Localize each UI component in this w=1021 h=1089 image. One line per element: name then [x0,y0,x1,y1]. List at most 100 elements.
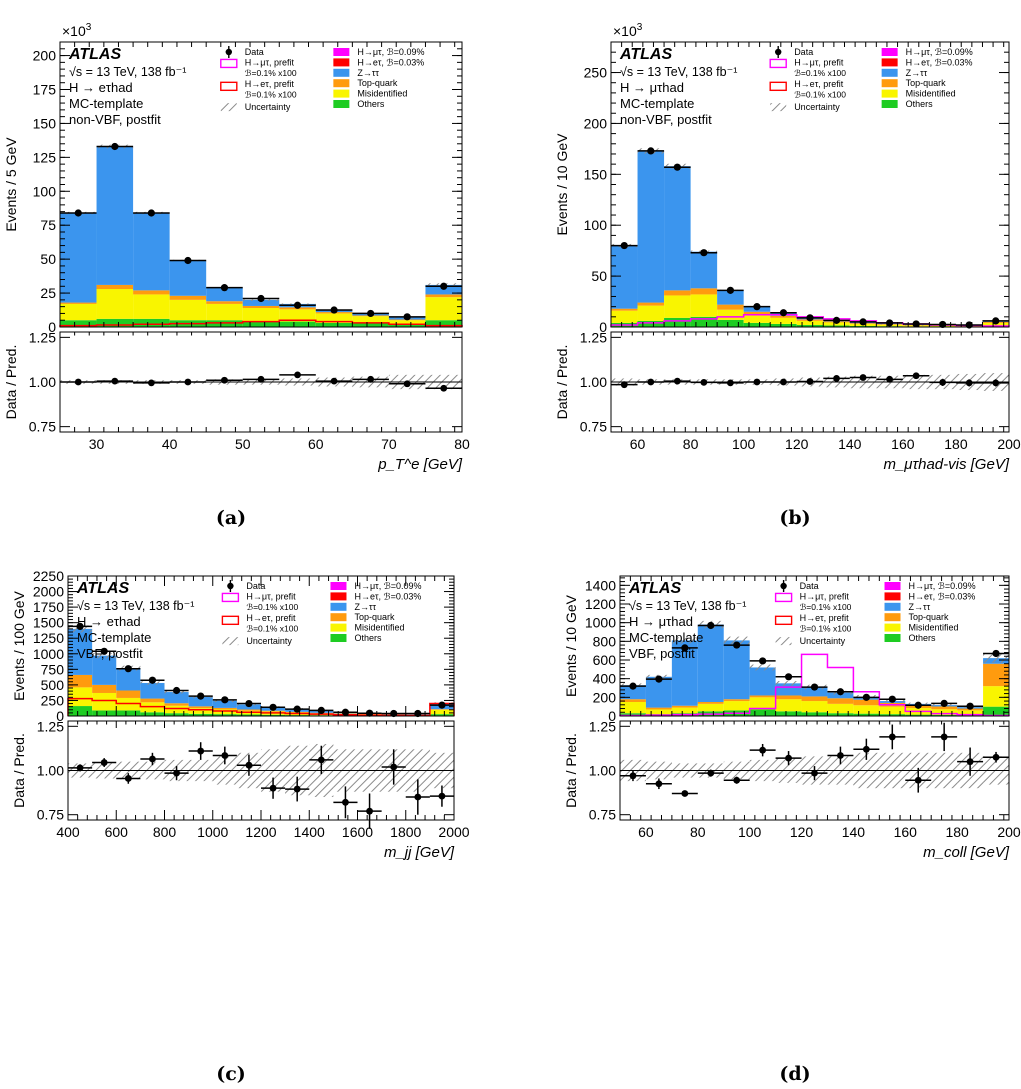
x-tick-label: 1200 [245,824,276,840]
legend-het-prefit-swatch [769,81,787,92]
method-label: MC-template [77,630,151,645]
bar-misid [279,309,316,322]
data-point [330,306,338,314]
ratio-point [992,379,1000,387]
bar-topquark [664,290,691,296]
data-point [269,703,277,711]
bar-others [637,320,665,327]
bar-others [743,322,771,327]
legend-ztt-label: Z→ττ [906,68,928,78]
y-tick-label: 1500 [33,615,64,631]
legend-uncertainty-swatch [770,103,787,112]
ratio-point [221,376,228,384]
ratio-point [173,769,180,777]
bar-topquark [60,302,97,304]
energy-lumi-label: √s = 13 TeV, 138 fb⁻¹ [69,65,186,79]
legend-hmt-prefit-label: H→μτ, prefit [794,57,844,67]
uncertainty-band [671,637,698,644]
data-point [779,309,788,317]
bar-others [261,714,286,716]
bar-others [905,714,932,716]
bar-misid [801,701,828,713]
ratio-point [780,378,787,386]
data-point [172,686,181,695]
x-tick-label: 140 [838,436,862,452]
legend-ztt-swatch [884,602,901,611]
data-point [124,665,132,673]
y-tick-label: 500 [41,677,65,693]
bar-misid [879,706,906,715]
bar-topquark [637,302,665,306]
panel-caption: (b) [779,507,810,529]
ratio-point [366,807,373,815]
ratio-point [862,745,870,753]
legend-hmt-label: H→μτ, ℬ=0.09% [354,581,421,591]
legend-hmt-prefit-label: H→μτ, prefit [246,591,296,601]
ratio-point [76,764,84,772]
ratio-point [992,753,1000,761]
y-tick-label: 125 [33,149,57,165]
bar-ztt [697,624,724,702]
bar-ztt [60,213,97,303]
ratio-point [912,372,920,380]
legend-topquark-swatch [881,79,898,88]
legend-misid-swatch [881,89,898,98]
legend-het-prefit-label: H→eτ, prefit [794,79,844,89]
y-tick-label: 400 [593,671,617,687]
bar-misid [60,303,97,321]
y-tick-label: 50 [591,268,607,284]
data-point [940,699,948,708]
ratio-point [727,379,734,387]
ratio-point [655,780,663,788]
method-label: MC-template [69,96,143,111]
bar-others [690,316,718,327]
legend-hmt-prefit-swatch [220,58,238,69]
data-point [673,163,681,171]
ratio-point [403,380,411,388]
x-tick-label: 160 [894,824,918,840]
data-point [733,641,741,649]
y-tick-label: 1000 [585,615,616,631]
bar-misid [827,703,854,714]
legend-het-prefit-swatch [221,615,240,626]
uncertainty-band [775,681,802,686]
bar-topquark [983,663,1009,687]
data-point [912,320,920,328]
signal-hmt-prefit [619,653,1010,717]
bar-ztt [827,692,854,699]
uncertainty-band [983,653,1009,663]
bar-ztt [242,299,280,306]
legend-data-label: Data [800,581,819,591]
data-point [74,209,82,217]
bar-others [983,706,1009,716]
bar-ztt [637,150,665,303]
bar-topquark [697,702,724,704]
ratio-point [184,378,192,386]
bar-others [352,322,389,327]
ratio-point [733,776,741,784]
bar-misid [92,692,117,711]
ratio-point [149,755,156,763]
bar-others [133,318,170,327]
energy-lumi-label: √s = 13 TeV, 138 fb⁻¹ [77,599,194,613]
y-tick-label: 175 [33,82,57,98]
ratio-point [965,379,973,387]
y-tick-label: 1750 [33,599,64,615]
ratio-point [886,375,893,383]
bar-others [212,714,237,716]
legend-topquark-label: Top-quark [357,78,398,88]
x-tick-label: 70 [381,436,397,452]
y-tick-label: 100 [584,217,608,233]
panel-b: 0 50 100 150 200 250 60 80 100 120 140 160 180 200 ×10… [554,22,1021,529]
legend-uncertainty-label: Uncertainty [800,636,846,646]
legend-het-prefit-label: H→eτ, prefit [800,613,850,623]
bar-misid [957,710,984,716]
bar-misid [388,320,426,325]
bar-others [140,712,165,716]
y-tick-label: 200 [33,48,57,64]
data-point [440,282,448,290]
legend-hmt-prefit-br: ℬ=0.1% x100 [245,68,297,78]
x-tick-label: 40 [162,436,178,452]
data-point [221,696,229,704]
method-label: MC-template [620,96,694,111]
